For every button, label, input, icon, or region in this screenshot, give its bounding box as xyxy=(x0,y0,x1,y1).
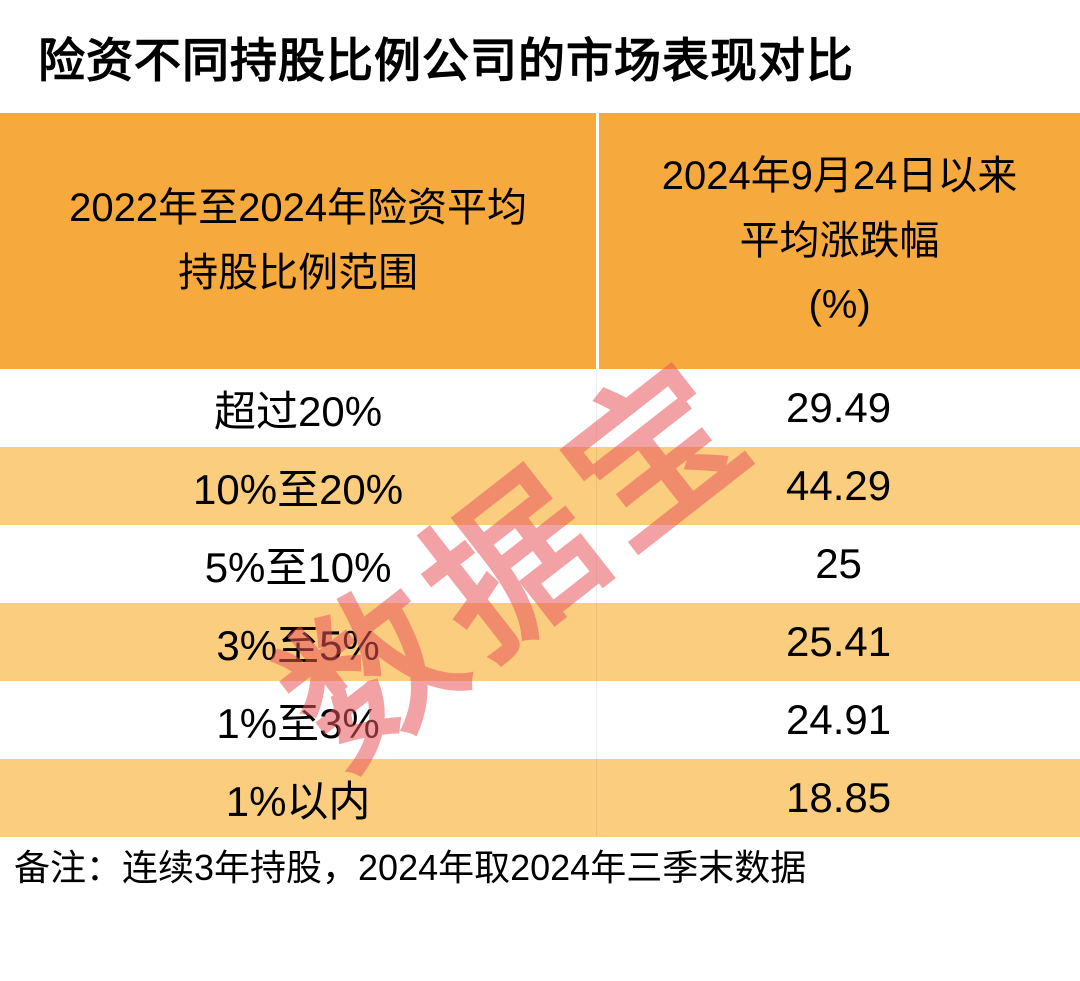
cell-range: 1%以内 xyxy=(225,777,371,825)
cell-change: 25 xyxy=(596,525,1080,603)
footnote: 备注：连续3年持股，2024年取2024年三季末数据 xyxy=(14,846,807,888)
page-title: 险资不同持股比例公司的市场表现对比 xyxy=(38,34,854,87)
table-row: 3%至5% 25.41 xyxy=(0,603,1080,681)
table-row: 10%至20% 44.29 xyxy=(0,447,1080,525)
cell-range: 3%至5% xyxy=(216,621,380,669)
table-row: 超过20% 29.49 xyxy=(0,369,1080,447)
header-change-line3: (%) xyxy=(808,283,871,328)
title-bar: 险资不同持股比例公司的市场表现对比 xyxy=(0,0,1080,113)
cell-change: 24.91 xyxy=(596,681,1080,759)
cell-range: 超过20% xyxy=(214,387,383,435)
cell-change: 29.49 xyxy=(596,369,1080,447)
header-cell-change: 2024年9月24日以来 平均涨跌幅 (%) xyxy=(596,113,1080,369)
table-row: 1%以内 18.85 xyxy=(0,759,1080,837)
header-range-line1: 2022年至2024年险资平均 xyxy=(69,186,528,231)
cell-change: 18.85 xyxy=(596,759,1080,837)
header-range-line2: 持股比例范围 xyxy=(178,251,419,295)
cell-change: 44.29 xyxy=(596,447,1080,525)
table-row: 5%至10% 25 xyxy=(0,525,1080,603)
cell-range: 1%至3% xyxy=(216,699,380,747)
table-header-row: 2022年至2024年险资平均 持股比例范围 2024年9月24日以来 平均涨跌… xyxy=(0,113,1080,369)
cell-change: 25.41 xyxy=(596,603,1080,681)
header-change-line1: 2024年9月24日以来 xyxy=(661,153,1018,198)
data-table: 2022年至2024年险资平均 持股比例范围 2024年9月24日以来 平均涨跌… xyxy=(0,113,1080,837)
cell-range: 10%至20% xyxy=(193,465,404,513)
cell-range: 5%至10% xyxy=(204,543,392,591)
table-row: 1%至3% 24.91 xyxy=(0,681,1080,759)
header-cell-range: 2022年至2024年险资平均 持股比例范围 xyxy=(0,113,596,369)
header-change-line2: 平均涨跌幅 xyxy=(739,218,940,263)
